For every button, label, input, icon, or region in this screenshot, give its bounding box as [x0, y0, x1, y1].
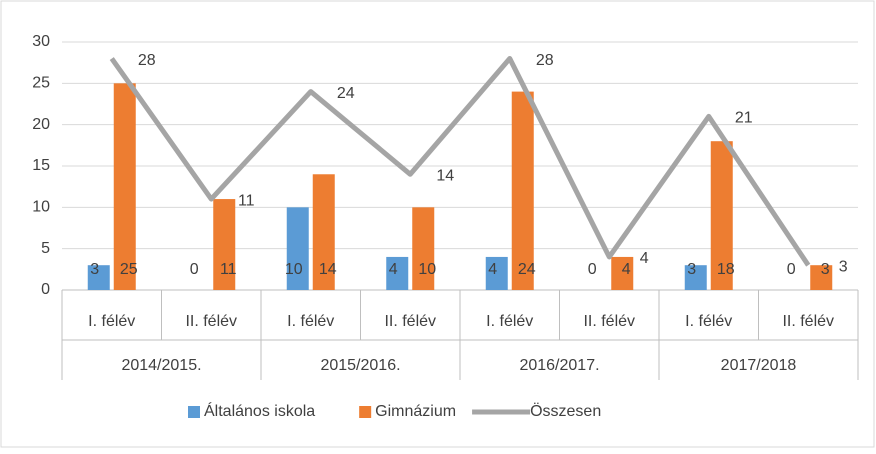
- bar: [611, 256, 634, 290]
- x-tick-label: I. félév: [88, 313, 135, 330]
- bar: [684, 265, 707, 290]
- data-label: 3: [821, 261, 830, 278]
- bar: [286, 207, 309, 290]
- bar: [312, 174, 335, 290]
- x-tick-label: I. félév: [685, 313, 732, 330]
- x-tick-label: II. félév: [185, 313, 237, 330]
- data-label: 28: [138, 52, 156, 69]
- data-label: 0: [588, 261, 597, 278]
- data-label: 10: [418, 261, 436, 278]
- data-label: 0: [190, 261, 199, 278]
- data-label: 11: [238, 192, 255, 209]
- legend-label: Összesen: [530, 402, 601, 420]
- bar: [386, 256, 409, 290]
- bar: [113, 83, 136, 290]
- x-tick-label: I. félév: [486, 313, 533, 330]
- data-label: 14: [319, 261, 337, 278]
- data-label: 14: [436, 167, 454, 184]
- bar: [511, 91, 534, 290]
- y-tick-label: 30: [32, 33, 50, 50]
- x-tick-label: II. félév: [384, 313, 436, 330]
- data-label: 3: [839, 258, 848, 275]
- group-label: 2015/2016.: [320, 357, 400, 374]
- y-tick-label: 10: [32, 199, 50, 216]
- y-tick-label: 20: [32, 116, 50, 133]
- legend-label: Általános iskola: [204, 401, 315, 420]
- data-label: 4: [622, 261, 631, 278]
- y-tick-label: 5: [41, 240, 50, 257]
- line: [109, 56, 811, 267]
- data-label: 4: [389, 261, 398, 278]
- y-tick-label: 25: [32, 75, 50, 92]
- x-tick-label: II. félév: [583, 313, 635, 330]
- data-label: 3: [687, 261, 696, 278]
- data-label: 4: [488, 261, 497, 278]
- data-label: 25: [120, 261, 138, 278]
- group-label: 2017/2018: [721, 357, 797, 374]
- data-label: 24: [337, 85, 355, 102]
- data-label: 10: [285, 261, 303, 278]
- data-label: 4: [640, 250, 649, 267]
- x-tick-label: I. félév: [287, 313, 334, 330]
- group-label: 2016/2017.: [519, 357, 599, 374]
- legend-label: Gimnázium: [375, 403, 456, 420]
- data-label: 0: [787, 261, 796, 278]
- bar: [213, 199, 236, 290]
- bar: [485, 256, 508, 290]
- bar: [810, 265, 833, 290]
- legend-swatch: [359, 406, 372, 418]
- y-tick-label: 15: [32, 157, 50, 174]
- data-label: 18: [717, 261, 735, 278]
- data-label: 24: [518, 261, 536, 278]
- x-tick-label: II. félév: [782, 313, 834, 330]
- bar: [710, 141, 733, 290]
- data-label: 21: [735, 110, 753, 127]
- bar: [87, 265, 110, 290]
- legend-swatch: [188, 406, 200, 418]
- data-label: 11: [220, 261, 237, 278]
- y-tick-label: 0: [41, 281, 50, 298]
- bar: [412, 207, 435, 290]
- group-label: 2014/2015.: [121, 357, 201, 374]
- data-label: 28: [536, 52, 554, 69]
- data-label: 3: [90, 261, 99, 278]
